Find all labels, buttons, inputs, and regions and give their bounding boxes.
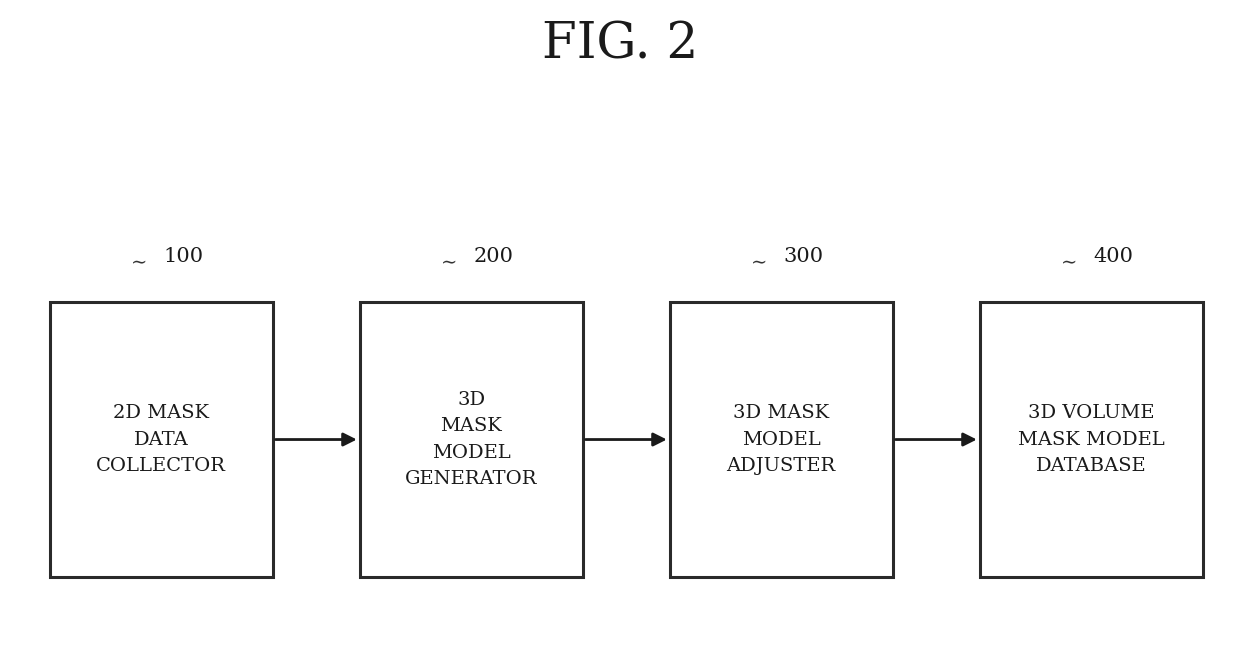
FancyBboxPatch shape xyxy=(980,302,1203,577)
Text: 200: 200 xyxy=(474,247,513,266)
Text: ∼: ∼ xyxy=(130,255,148,272)
Text: 3D
MASK
MODEL
GENERATOR: 3D MASK MODEL GENERATOR xyxy=(405,391,537,488)
FancyBboxPatch shape xyxy=(360,302,583,577)
Text: 3D MASK
MODEL
ADJUSTER: 3D MASK MODEL ADJUSTER xyxy=(727,404,836,475)
Text: 2D MASK
DATA
COLLECTOR: 2D MASK DATA COLLECTOR xyxy=(97,404,226,475)
Text: 400: 400 xyxy=(1094,247,1133,266)
Text: ∼: ∼ xyxy=(440,255,458,272)
FancyBboxPatch shape xyxy=(50,302,273,577)
Text: 300: 300 xyxy=(784,247,823,266)
Text: 3D VOLUME
MASK MODEL
DATABASE: 3D VOLUME MASK MODEL DATABASE xyxy=(1018,404,1164,475)
Text: ∼: ∼ xyxy=(1060,255,1078,272)
FancyBboxPatch shape xyxy=(670,302,893,577)
Text: ∼: ∼ xyxy=(750,255,768,272)
Text: FIG. 2: FIG. 2 xyxy=(542,20,698,69)
Text: 100: 100 xyxy=(164,247,203,266)
